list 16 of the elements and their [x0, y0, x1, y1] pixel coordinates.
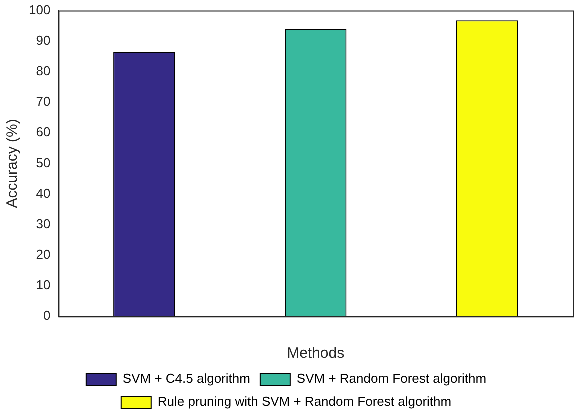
y-tick-label: 40: [36, 186, 51, 201]
legend-label: SVM + Random Forest algorithm: [296, 371, 487, 386]
y-tick-label: 90: [36, 32, 51, 48]
y-tick-label: 80: [36, 64, 51, 79]
y-tick-label: 30: [36, 216, 51, 232]
y-tick-label: 100: [28, 2, 51, 18]
y-tick-label: 50: [36, 155, 51, 170]
legend-label: SVM + C4.5 algorithm: [122, 371, 250, 386]
y-tick-label: 70: [36, 94, 51, 110]
y-tick-label: 60: [36, 124, 51, 140]
y-tick-label: 0: [43, 308, 51, 324]
y-axis-title: Accuracy (%): [4, 119, 22, 208]
x-axis-title: Methods: [287, 345, 345, 362]
y-tick-label: 20: [36, 247, 51, 262]
legend-label: Rule pruning with SVM + Random Forest algorithm: [158, 394, 452, 410]
y-tick-label: 10: [36, 278, 51, 293]
